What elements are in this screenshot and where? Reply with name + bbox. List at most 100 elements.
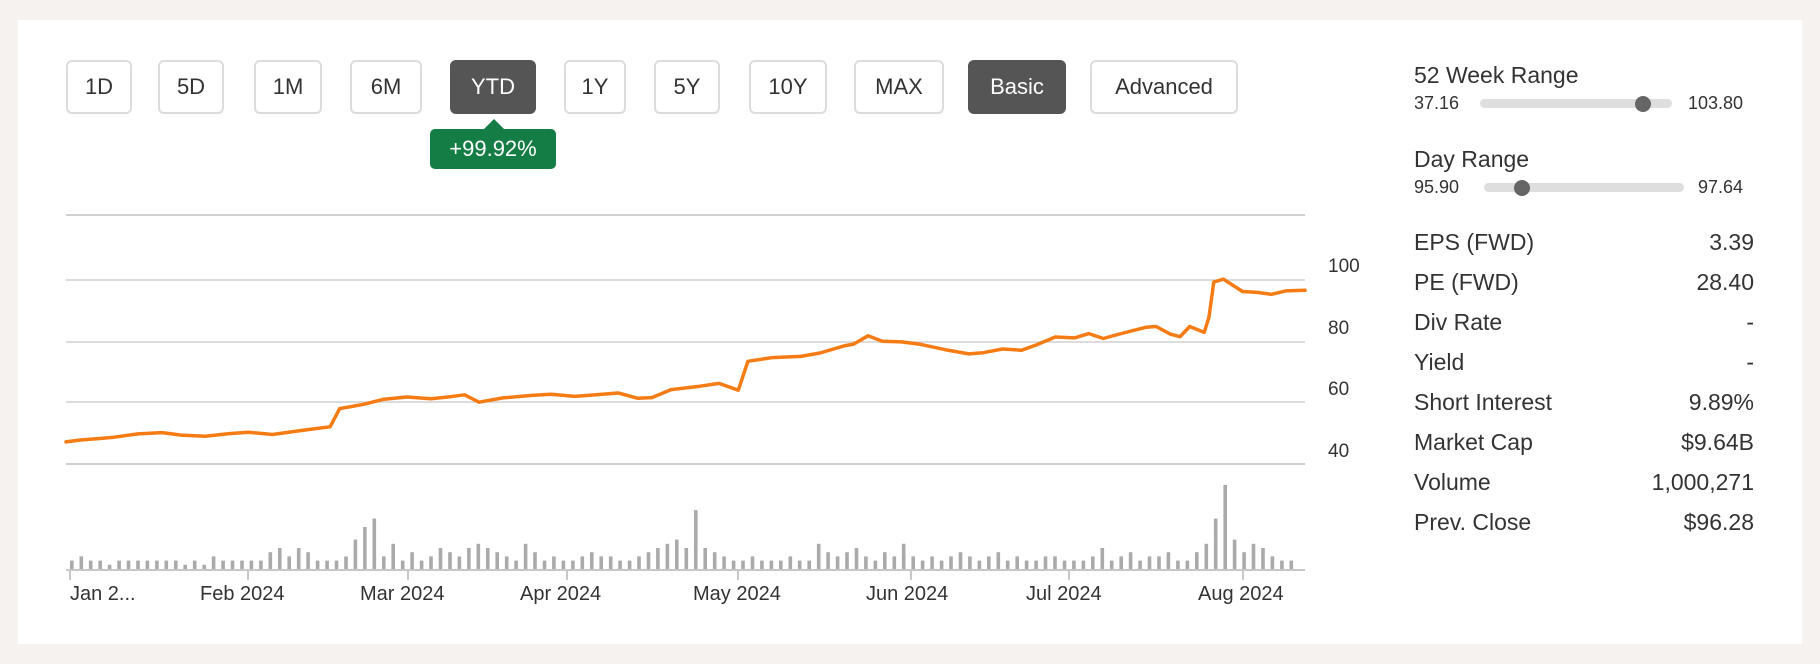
volume-bar <box>675 539 679 569</box>
stat-row-market-cap: Market Cap $9.64B <box>1414 429 1754 459</box>
period-button-1m[interactable]: 1M <box>254 60 322 114</box>
volume-bar <box>987 556 991 569</box>
volume-bar <box>731 560 736 569</box>
volume-bar <box>136 560 140 569</box>
volume-bar <box>448 552 452 569</box>
volume-bar <box>930 556 934 569</box>
stat-value: $96.28 <box>1683 509 1754 535</box>
volume-bars <box>70 485 1294 569</box>
day-range-track <box>1484 183 1684 192</box>
stat-label: Yield <box>1414 349 1465 375</box>
stat-value: 3.39 <box>1709 229 1754 255</box>
volume-bar <box>741 560 745 569</box>
week52-range-thumb <box>1635 96 1652 112</box>
volume-bar <box>712 552 717 569</box>
volume-bar <box>1034 560 1038 569</box>
stat-value: 28.40 <box>1696 269 1754 295</box>
volume-bar <box>107 564 112 569</box>
period-button-5y[interactable]: 5Y <box>654 60 720 114</box>
period-button-10y[interactable]: 10Y <box>749 60 827 114</box>
stat-value: - <box>1746 309 1754 335</box>
volume-bar <box>949 556 953 569</box>
volume-bar <box>1213 518 1218 569</box>
volume-bar <box>864 556 868 569</box>
volume-bar <box>126 560 131 569</box>
volume-bar <box>958 552 963 569</box>
period-button-ytd[interactable]: YTD <box>450 60 536 114</box>
volume-bar <box>977 560 982 569</box>
volume-bar <box>656 548 660 569</box>
period-button-6m[interactable]: 6M <box>350 60 422 114</box>
volume-bar <box>1072 560 1076 569</box>
volume-bar <box>400 560 405 569</box>
volume-bar <box>1176 560 1180 569</box>
volume-bar <box>627 560 632 569</box>
volume-bar <box>1242 552 1246 569</box>
y-tick-label: 60 <box>1328 379 1350 400</box>
volume-bar <box>296 548 301 569</box>
stat-row-short-interest: Short Interest 9.89% <box>1414 389 1754 419</box>
volume-bar <box>353 539 358 569</box>
volume-bar <box>552 556 556 569</box>
stat-row-yield: Yield - <box>1414 349 1754 379</box>
volume-bar <box>968 556 972 569</box>
x-tick-marks <box>69 570 1244 580</box>
period-button-5d[interactable]: 5D <box>158 60 224 114</box>
stat-row-pe: PE (FWD) 28.40 <box>1414 269 1754 299</box>
mode-button-basic[interactable]: Basic <box>968 60 1066 114</box>
volume-bar <box>939 560 944 569</box>
day-range-label: Day Range <box>1414 146 1530 172</box>
volume-bar <box>287 556 291 569</box>
volume-bar <box>854 548 859 569</box>
volume-bar <box>419 560 424 569</box>
volume-bar <box>722 556 726 569</box>
volume-bar <box>561 560 566 569</box>
week52-low: 37.16 <box>1414 93 1460 113</box>
volume-bar <box>88 560 93 569</box>
volume-bar <box>1081 560 1086 569</box>
volume-bar <box>211 556 216 569</box>
volume-bar <box>1232 539 1237 569</box>
volume-bar <box>1223 485 1227 569</box>
x-tick-label: Feb 2024 <box>200 583 285 605</box>
volume-bar <box>268 552 273 569</box>
volume-bar <box>249 560 254 569</box>
week52-range-track <box>1480 99 1672 108</box>
volume-bar <box>797 560 802 569</box>
volume-bar <box>1043 556 1048 569</box>
volume-bar <box>391 543 395 569</box>
volume-bar <box>571 560 575 569</box>
period-button-1y[interactable]: 1Y <box>564 60 626 114</box>
volume-bar <box>779 560 783 569</box>
volume-bar <box>807 560 811 569</box>
volume-bar <box>155 560 159 569</box>
stat-label: Prev. Close <box>1414 509 1532 535</box>
volume-bar <box>826 552 830 569</box>
volume-bar <box>750 556 755 569</box>
volume-bar <box>523 543 528 569</box>
gridlines <box>66 214 1305 465</box>
volume-bar <box>608 556 613 569</box>
period-button-max[interactable]: MAX <box>854 60 944 114</box>
volume-bar <box>618 560 622 569</box>
stock-chart-card: 1D 5D 1M 6M YTD 1Y 5Y 10Y MAX Basic Adva… <box>18 20 1802 644</box>
volume-bar <box>1119 556 1123 569</box>
x-tick-label: Jan 2... <box>70 583 136 605</box>
volume-bar <box>164 560 169 569</box>
period-button-1d[interactable]: 1D <box>66 60 132 114</box>
volume-bar <box>816 543 821 569</box>
stat-value: - <box>1746 349 1754 375</box>
mode-button-advanced[interactable]: Advanced <box>1090 60 1238 114</box>
volume-bar <box>174 560 178 569</box>
day-low: 95.90 <box>1414 177 1460 197</box>
volume-bar <box>259 560 263 569</box>
volume-bar <box>835 556 840 569</box>
volume-bar <box>684 548 689 569</box>
volume-bar <box>769 560 774 569</box>
volume-bar <box>1053 556 1057 569</box>
volume-bar <box>590 552 594 569</box>
stat-value: 9.89% <box>1688 389 1754 415</box>
volume-bar <box>457 556 462 569</box>
volume-bar <box>1204 543 1209 569</box>
volume-bar <box>306 552 310 569</box>
